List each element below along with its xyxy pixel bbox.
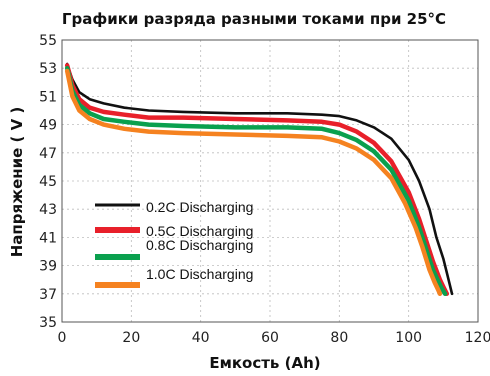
- legend-label-1: 0.2C Discharging: [146, 199, 253, 215]
- series-line-4: [64, 68, 443, 297]
- x-tick-label: 0: [58, 330, 67, 346]
- series-line-1: [65, 62, 454, 296]
- grid: [62, 40, 478, 322]
- x-tick-label: 40: [192, 330, 210, 346]
- plot-area: [61, 39, 479, 323]
- y-tick-label: 55: [39, 33, 57, 49]
- x-tick-label: 80: [330, 330, 348, 346]
- y-tick-label: 45: [39, 174, 57, 190]
- y-axis-label: Напряжение ( V ): [8, 107, 26, 258]
- legend-label-4: 1.0C Discharging: [146, 266, 253, 282]
- y-tick-label: 41: [39, 230, 57, 246]
- y-tick-label: 51: [39, 89, 57, 105]
- y-tick-label: 43: [39, 202, 57, 218]
- y-tick-label: 37: [39, 287, 57, 303]
- y-tick-label: 35: [39, 315, 57, 331]
- y-tick-label: 49: [39, 118, 57, 134]
- series-lines: [64, 62, 454, 297]
- x-axis-label: Емкость (Ah): [209, 354, 320, 372]
- y-tick-label: 47: [39, 146, 57, 162]
- y-tick-label: 39: [39, 259, 57, 275]
- legend-label-2: 0.5C Discharging: [146, 223, 253, 239]
- series-line-2: [64, 63, 450, 297]
- y-tick-label: 53: [39, 61, 57, 77]
- x-tick-label: 60: [261, 330, 279, 346]
- x-tick-label: 120: [465, 330, 490, 346]
- series-line-3: [64, 65, 448, 297]
- chart-title: Графики разряда разными токами при 25°C: [62, 10, 446, 28]
- x-tick-label: 20: [122, 330, 140, 346]
- x-tick-label: 100: [395, 330, 422, 346]
- legend-label-3: 0.8C Discharging: [146, 237, 253, 253]
- tick-labels: 0 20 40 60 80 100 120 35 37 39 41 43 45 47 49 51 53 55: [39, 33, 490, 346]
